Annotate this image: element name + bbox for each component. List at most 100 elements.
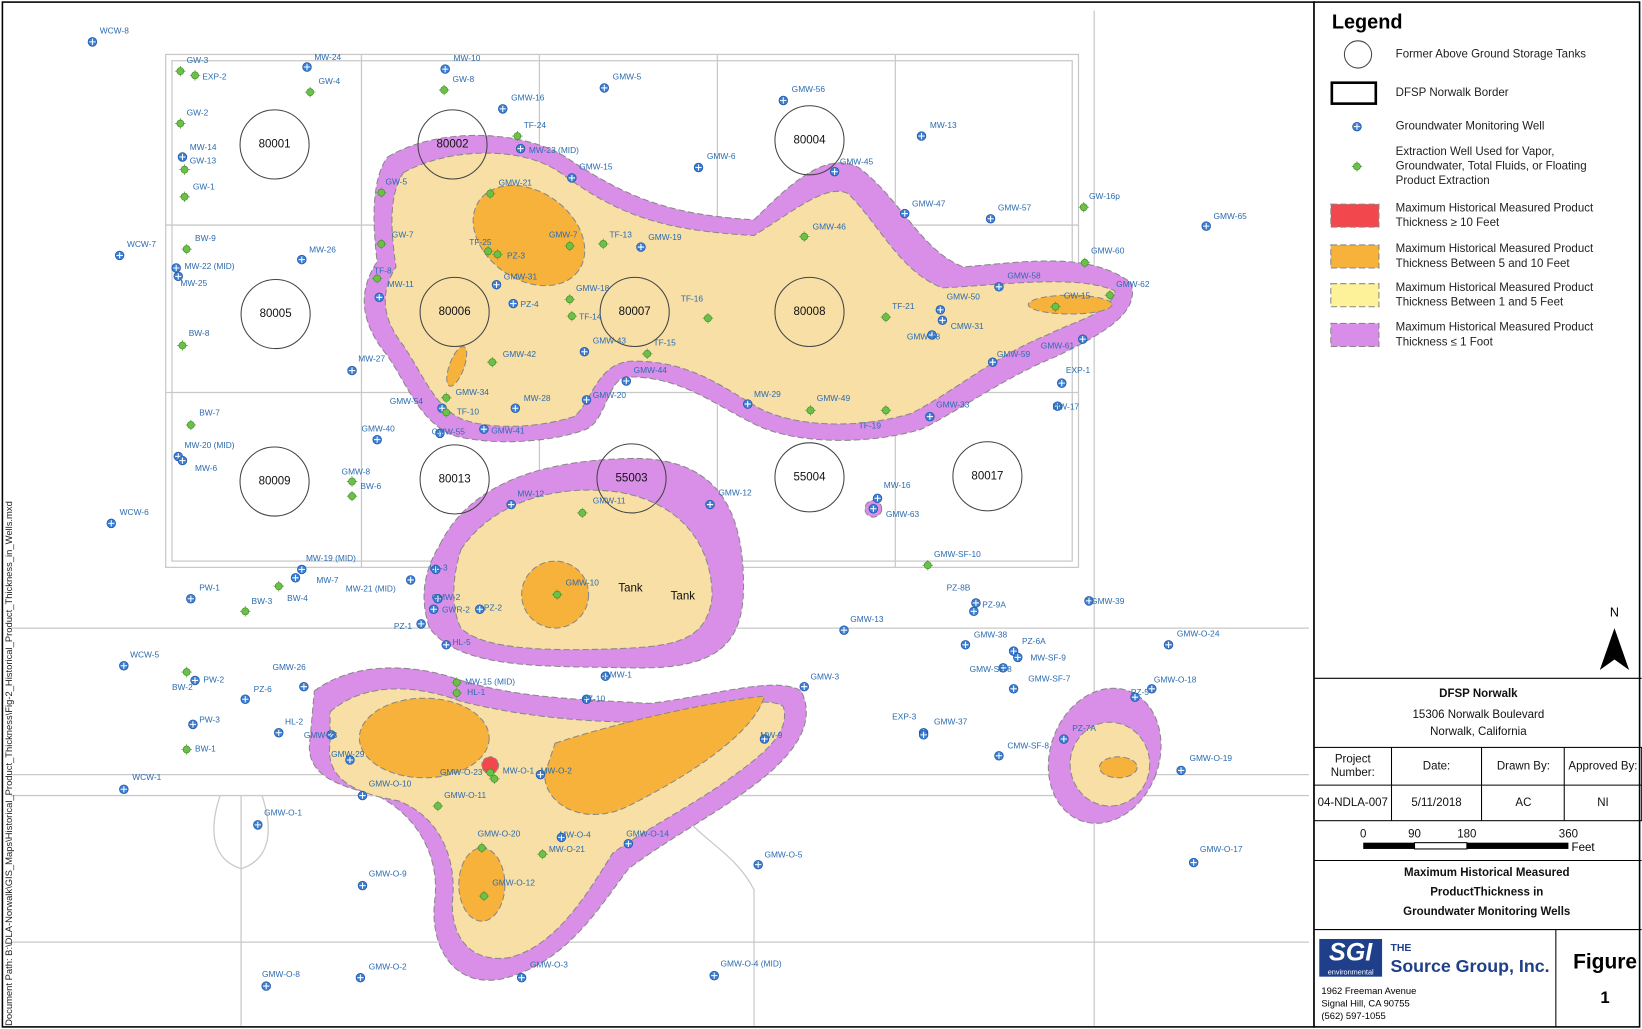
well-label: GW-2 xyxy=(187,107,209,117)
well-label: GMW-O-12 xyxy=(492,878,535,888)
extraction-well xyxy=(186,421,195,429)
extraction-well xyxy=(442,408,451,417)
well-label: GMW-31 xyxy=(504,272,538,282)
extraction-well xyxy=(440,86,449,94)
well-cross xyxy=(695,164,702,171)
well-label: GMW-63 xyxy=(886,509,920,519)
well-cross xyxy=(537,771,544,778)
well-label: TF-10 xyxy=(457,407,480,417)
well-label: WCW-7 xyxy=(127,239,156,249)
storage-tank xyxy=(240,278,311,350)
well-cross xyxy=(120,786,127,793)
wells: WCW-8 GW-3 EXP-2 MW-24 GW-4 MW-10 GW-8 GMW-5 GMW… xyxy=(87,26,1247,991)
well-cross xyxy=(346,756,354,764)
well-cross xyxy=(179,457,186,464)
legend: Former Above Ground Storage Tanks DFSP No… xyxy=(1330,40,1594,348)
extraction-well xyxy=(452,689,461,697)
legend-label: Maximum Historical Measured Product xyxy=(1396,202,1594,214)
well-label: GMW-18 xyxy=(576,283,610,293)
well-label: CMW-31 xyxy=(951,321,984,331)
storage-tank xyxy=(774,105,845,176)
extraction-well xyxy=(882,313,890,322)
well-label: MW-12 xyxy=(517,488,544,498)
well-cross xyxy=(348,367,356,374)
well-label: GMW-10 xyxy=(566,577,600,587)
well-cross xyxy=(1010,685,1017,692)
well-cross xyxy=(970,608,977,615)
company-address: 1962 Freeman Avenue xyxy=(1321,985,1416,996)
figure-title: Maximum Historical Measured xyxy=(1404,867,1570,879)
well-label: MW-25 xyxy=(180,278,207,288)
legend-swatch xyxy=(1330,203,1380,228)
well-label: GMW-39 xyxy=(1091,596,1125,606)
well-cross xyxy=(242,696,249,703)
well-label: GW-16p xyxy=(1089,191,1120,201)
well-label: MW-23 (MID) xyxy=(529,145,579,155)
well-label: GMW-O-11 xyxy=(444,790,486,800)
well-label: EXP-1 xyxy=(1066,365,1091,375)
well-label: PZ-8B xyxy=(947,583,971,593)
storage-tank xyxy=(599,276,670,348)
well-label: GMW-7 xyxy=(549,230,578,240)
extraction-well xyxy=(923,561,932,570)
extraction-well xyxy=(1106,291,1114,300)
scale-unit: Feet xyxy=(1572,842,1596,854)
extraction-well xyxy=(567,312,576,321)
well-cross xyxy=(442,65,449,73)
well-label: GMW-1 xyxy=(603,669,632,679)
legend-label: Maximum Historical Measured Product xyxy=(1396,322,1594,334)
well-cross xyxy=(298,256,305,263)
extraction-well xyxy=(553,590,562,599)
well-label: GMW-O-3 xyxy=(530,959,568,969)
well-cross xyxy=(1131,694,1139,701)
table-value: AC xyxy=(1515,797,1531,809)
well-cross xyxy=(831,168,838,175)
well-cross xyxy=(625,840,632,847)
well-label: GMW-54 xyxy=(390,396,424,406)
well-cross xyxy=(89,38,96,46)
well-cross xyxy=(1085,597,1093,605)
well-label: GMW-19 xyxy=(648,232,682,242)
extraction-well xyxy=(377,240,386,248)
well-cross xyxy=(780,97,787,104)
well-cross xyxy=(1079,336,1086,343)
plume-5-to-10ft xyxy=(1098,756,1138,779)
well-cross xyxy=(417,620,425,628)
well-cross xyxy=(275,729,282,736)
well-cross xyxy=(623,377,630,385)
well-cross xyxy=(187,595,194,602)
company-name: Source Group, Inc. xyxy=(1390,956,1549,976)
well-label: BW-6 xyxy=(360,481,381,491)
extraction-well xyxy=(433,802,442,810)
legend-label: Groundwater, Total Fluids, or Floating xyxy=(1396,160,1587,172)
extraction-well xyxy=(241,607,250,616)
well-cross xyxy=(108,520,115,527)
well-label: GMW-33 xyxy=(936,399,970,409)
well-label: GW-8 xyxy=(453,74,475,84)
extraction-well xyxy=(377,188,386,197)
well-cross xyxy=(359,792,366,799)
extraction-well xyxy=(442,393,451,402)
well-label: GMW-26 xyxy=(272,662,306,672)
facility-city: Norwalk, California xyxy=(1430,726,1527,738)
well-label: GMW-40 xyxy=(361,423,395,433)
logo-sub: environmental xyxy=(1328,967,1374,976)
storage-tank xyxy=(774,442,845,513)
well-cross xyxy=(583,696,590,703)
tank-label: 55003 xyxy=(616,472,648,484)
extraction-well xyxy=(176,119,185,128)
well-cross xyxy=(568,174,576,182)
well-label: MW-21 (MID) xyxy=(346,584,396,594)
plume-5-to-10ft xyxy=(446,346,468,387)
well-cross xyxy=(300,683,308,690)
extraction-well xyxy=(182,745,191,754)
well-cross xyxy=(436,430,444,437)
well-label: GMW-37 xyxy=(934,717,968,727)
well-cross xyxy=(989,359,996,366)
well-label: GMW-57 xyxy=(998,203,1032,213)
well-cross xyxy=(583,396,590,404)
well-label: GMW-29 xyxy=(331,749,365,759)
well-label: GMW-SF-7 xyxy=(1028,674,1070,684)
logo-box xyxy=(1319,938,1383,977)
well-label: GMW-46 xyxy=(813,221,847,231)
